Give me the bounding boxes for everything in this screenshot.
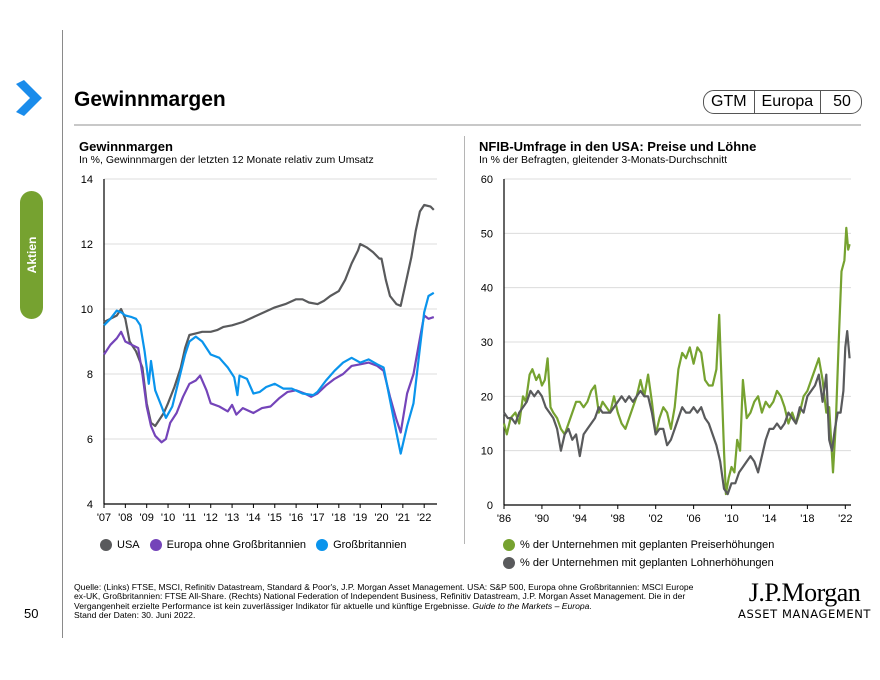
- source-note: Quelle: (Links) FTSE, MSCI, Refinitiv Da…: [74, 582, 694, 621]
- right-y-tick-label: 0: [487, 500, 493, 512]
- legend-label-usa: USA: [117, 539, 140, 551]
- right-x-tick-label: '06: [686, 513, 700, 525]
- left-x-tick-label: '20: [374, 512, 388, 524]
- badge-page: 50: [833, 93, 851, 110]
- source-line-3-text: Vergangenheit erzielte Performance ist k…: [74, 600, 473, 611]
- right-y-tick-label: 40: [481, 283, 493, 295]
- chevron-right-icon: [16, 80, 42, 116]
- right-series-line-1: [503, 330, 851, 496]
- left-y-tick-label: 8: [87, 369, 93, 381]
- badge-gtm: GTM: [704, 91, 755, 113]
- right-y-tick-label: 60: [481, 174, 493, 186]
- right-chart-title: NFIB-Umfrage in den USA: Preise und Löhn…: [479, 139, 757, 154]
- source-line-3: Vergangenheit erzielte Performance ist k…: [74, 600, 694, 611]
- legend-dot-uk: [316, 539, 329, 551]
- badge-region: Europa: [755, 91, 822, 113]
- legend-item-uk: Großbritannien: [316, 539, 406, 551]
- legend-dot-usa: [100, 539, 112, 551]
- left-x-tick-label: '11: [183, 512, 197, 524]
- right-y-tick-label: 30: [481, 337, 493, 349]
- legend-label-prices: % der Unternehmen mit geplanten Preiserh…: [520, 539, 775, 551]
- right-chart-legend: % der Unternehmen mit geplanten Preiserh…: [503, 539, 784, 569]
- right-x-tick-label: '02: [649, 513, 663, 525]
- right-series-line-0: [502, 226, 851, 496]
- left-y-tick-label: 4: [87, 499, 93, 511]
- section-tab-aktien[interactable]: Aktien: [20, 191, 43, 319]
- page-badge: GTM Europa 50: [703, 90, 862, 114]
- left-y-tick-label: 12: [81, 239, 93, 251]
- page-number: 50: [24, 606, 39, 621]
- left-x-tick-label: '18: [332, 512, 346, 524]
- logo-main: J.P.Morgan: [748, 578, 861, 607]
- left-x-tick-label: '12: [204, 512, 218, 524]
- right-chart-subtitle: In % der Befragten, gleitender 3-Monats-…: [479, 154, 728, 166]
- source-line-3-italic: Guide to the Markets – Europa.: [472, 600, 592, 611]
- legend-dot-wages: [503, 557, 515, 569]
- legend-dot-europe: [149, 539, 162, 551]
- sidebar-divider: [62, 30, 63, 638]
- left-x-tick-label: '19: [353, 512, 367, 524]
- source-line-4: Stand der Daten: 30. Juni 2022.: [74, 610, 196, 621]
- right-x-tick-label: '86: [497, 513, 511, 525]
- right-x-tick-label: '10: [724, 513, 738, 525]
- logo-sub: ASSET MANAGEMENT: [738, 607, 872, 621]
- left-y-tick-label: 10: [81, 304, 93, 316]
- left-series-line-2: [103, 291, 435, 455]
- right-y-tick-label: 10: [481, 446, 493, 458]
- jpmorgan-logo: J.P.Morgan ASSET MANAGEMENT: [738, 578, 871, 621]
- legend-item-europe: Europa ohne Großbritannien: [149, 539, 307, 551]
- source-line-1: Quelle: (Links) FTSE, MSCI, Refinitiv Da…: [74, 582, 694, 592]
- legend-item-usa: USA: [100, 539, 140, 551]
- right-x-tick-label: '94: [573, 513, 587, 525]
- chart-divider: [464, 136, 465, 544]
- left-x-tick-label: '08: [118, 512, 132, 524]
- header-rule: [74, 124, 861, 126]
- left-x-tick-label: '10: [161, 512, 175, 524]
- left-x-tick-label: '09: [140, 512, 154, 524]
- legend-item-prices: % der Unternehmen mit geplanten Preiserh…: [503, 539, 774, 551]
- page-title: Gewinnmargen: [74, 88, 226, 111]
- right-y-tick-label: 20: [481, 391, 493, 403]
- left-x-tick-label: '07: [97, 512, 111, 524]
- right-x-tick-label: '98: [611, 513, 625, 525]
- left-x-tick-label: '16: [289, 512, 303, 524]
- left-chart-legend: USA Europa ohne Großbritannien Großbrita…: [100, 539, 416, 551]
- right-x-tick-label: '22: [838, 513, 852, 525]
- left-x-tick-label: '17: [310, 512, 324, 524]
- left-y-tick-label: 6: [87, 434, 93, 446]
- legend-label-europe: Europa ohne Großbritannien: [166, 539, 307, 551]
- legend-label-uk: Großbritannien: [333, 539, 407, 551]
- left-y-tick-label: 14: [81, 174, 93, 186]
- source-line-2: ex-UK, Großbritannien: FTSE All-Share. (…: [74, 591, 686, 602]
- left-x-tick-label: '14: [246, 512, 260, 524]
- legend-dot-prices: [503, 539, 515, 551]
- left-series-line-0: [103, 203, 435, 428]
- legend-item-wages: % der Unternehmen mit geplanten Lohnerhö…: [503, 557, 774, 569]
- right-y-tick-label: 50: [481, 228, 493, 240]
- right-x-tick-label: '14: [762, 513, 776, 525]
- left-x-tick-label: '22: [417, 512, 431, 524]
- right-x-tick-label: '18: [800, 513, 814, 525]
- left-chart-subtitle: In %, Gewinnmargen der letzten 12 Monate…: [79, 154, 374, 166]
- left-x-tick-label: '13: [225, 512, 239, 524]
- left-chart-title: Gewinnmargen: [79, 139, 173, 154]
- right-x-tick-label: '90: [535, 513, 549, 525]
- left-x-tick-label: '15: [268, 512, 282, 524]
- legend-label-wages: % der Unternehmen mit geplanten Lohnerhö…: [520, 557, 774, 569]
- left-x-tick-label: '21: [396, 512, 410, 524]
